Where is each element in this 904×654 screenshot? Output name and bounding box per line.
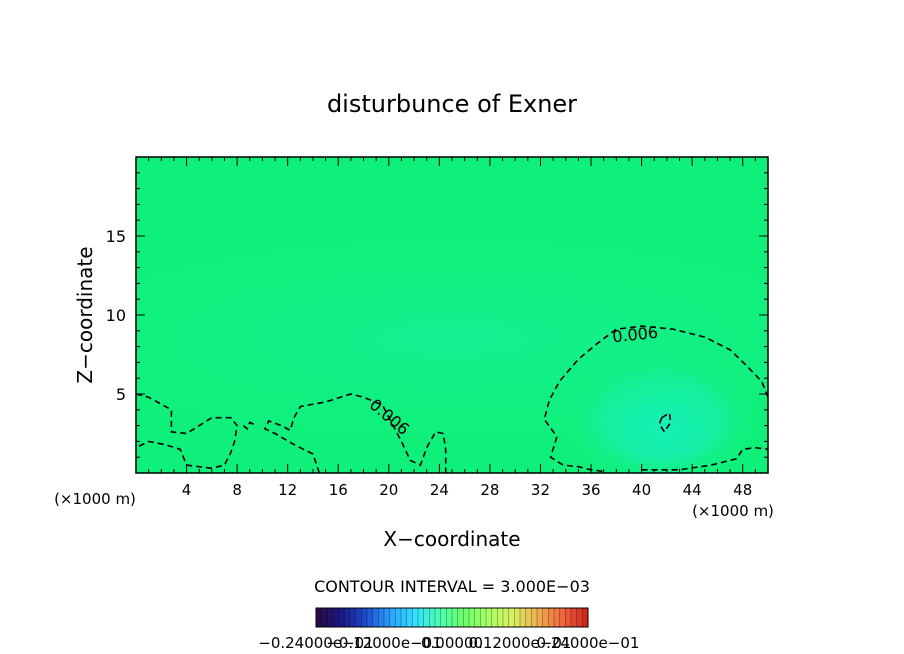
- colorbar-label: −0.24000e−01: [258, 634, 373, 652]
- field-band: [136, 212, 768, 466]
- colorbar-cell: [395, 608, 402, 627]
- colorbar-cell: [525, 608, 532, 627]
- colorbar-cell: [571, 608, 577, 627]
- colorbar-cell: [389, 608, 396, 627]
- contour-line: [242, 421, 257, 431]
- colorbar-cell: [537, 608, 543, 627]
- colorbar-cell: [576, 608, 583, 627]
- colorbar-cell: [469, 608, 475, 627]
- contour-line: [658, 411, 672, 434]
- contour-interval: CONTOUR INTERVAL = 3.000E−03: [314, 577, 590, 596]
- x-tick-label: 8: [232, 481, 242, 499]
- colorbar-label: 0.00000: [421, 634, 483, 652]
- x-tick-label: 4: [182, 481, 192, 499]
- colorbar-cell: [401, 608, 407, 627]
- colorbar-cell: [486, 608, 492, 627]
- colorbar-cell: [508, 608, 515, 627]
- contour-line: [263, 393, 447, 473]
- colorbar-cell: [418, 608, 424, 627]
- x-unit-right: (×1000 m): [692, 502, 774, 520]
- colorbar-cell: [412, 608, 419, 627]
- colorbar-cell: [457, 608, 464, 627]
- colorbar: −0.24000e−01−0.12000e−010.000000.12000e−…: [258, 607, 640, 652]
- colorbar-cell: [406, 608, 413, 627]
- colorbar-cell: [429, 608, 436, 627]
- colorbar-cell: [474, 608, 481, 627]
- colorbar-cell: [350, 608, 356, 627]
- colorbar-cell: [423, 608, 430, 627]
- contour-label: 0.006: [611, 323, 659, 347]
- contour-line: [641, 446, 768, 471]
- x-unit-left: (×1000 m): [54, 490, 136, 508]
- colorbar-cell: [372, 608, 379, 627]
- colorbar-cell: [361, 608, 368, 627]
- colorbar-cell: [338, 608, 345, 627]
- colorbar-cell: [321, 608, 328, 627]
- x-tick-label: 28: [480, 481, 499, 499]
- x-tick-label: 32: [531, 481, 550, 499]
- colorbar-cell: [531, 608, 538, 627]
- colorbar-cell: [491, 608, 498, 627]
- colorbar-cell: [316, 608, 322, 627]
- colorbar-cell: [542, 608, 549, 627]
- colorbar-cell: [548, 608, 555, 627]
- colorbar-cell: [367, 608, 373, 627]
- colorbar-cell: [440, 608, 447, 627]
- contour-line: [543, 325, 768, 473]
- colorbar-cell: [384, 608, 390, 627]
- x-tick-label: 48: [733, 481, 752, 499]
- x-tick-label: 24: [430, 481, 449, 499]
- colorbar-cell: [452, 608, 458, 627]
- colorbar-cell: [520, 608, 526, 627]
- x-tick-label: 40: [632, 481, 651, 499]
- colorbar-label: 0.24000e−01: [537, 634, 640, 652]
- y-tick-label: 10: [106, 306, 126, 325]
- colorbar-label: 0.12000e−01: [469, 634, 572, 652]
- chart-title: disturbunce of Exner: [327, 90, 577, 118]
- colorbar-cell: [480, 608, 487, 627]
- colorbar-cell: [344, 608, 351, 627]
- colorbar-cell: [446, 608, 453, 627]
- x-tick-label: 44: [683, 481, 702, 499]
- x-tick-label: 16: [329, 481, 348, 499]
- x-tick-label: 36: [581, 481, 600, 499]
- colorbar-cell: [355, 608, 362, 627]
- x-tick-label: 12: [278, 481, 297, 499]
- colorbar-cell: [497, 608, 504, 627]
- colorbar-cell: [514, 608, 521, 627]
- x-tick-label: 20: [379, 481, 398, 499]
- contour-line: [136, 393, 238, 470]
- colorbar-cell: [503, 608, 509, 627]
- colorbar-cell: [554, 608, 560, 627]
- colorbar-cell: [327, 608, 334, 627]
- colorbar-cell: [463, 608, 470, 627]
- colorbar-label: −0.12000e−01: [326, 634, 441, 652]
- colorbar-cell: [378, 608, 385, 627]
- colorbar-cell: [559, 608, 566, 627]
- colorbar-cell: [435, 608, 441, 627]
- y-tick-label: 15: [106, 227, 126, 246]
- colorbar-frame: [315, 607, 589, 628]
- x-axis-label: X−coordinate: [383, 527, 520, 551]
- colorbar-cell: [565, 608, 572, 627]
- y-axis-label: Z−coordinate: [73, 246, 97, 383]
- colorbar-cell: [333, 608, 339, 627]
- colorbar-cell: [582, 608, 589, 627]
- y-tick-label: 5: [116, 385, 126, 404]
